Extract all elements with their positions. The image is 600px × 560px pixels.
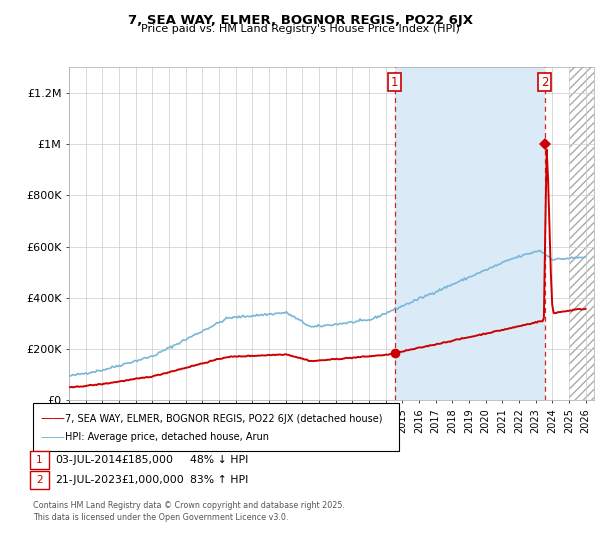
Text: £185,000: £185,000 bbox=[121, 455, 173, 465]
Text: 83% ↑ HPI: 83% ↑ HPI bbox=[190, 475, 248, 485]
Text: 1: 1 bbox=[36, 455, 43, 465]
Text: £1,000,000: £1,000,000 bbox=[121, 475, 184, 485]
Text: Contains HM Land Registry data © Crown copyright and database right 2025.
This d: Contains HM Land Registry data © Crown c… bbox=[33, 501, 345, 522]
Text: 48% ↓ HPI: 48% ↓ HPI bbox=[190, 455, 248, 465]
Text: 2: 2 bbox=[36, 475, 43, 485]
Bar bbox=[395, 67, 545, 400]
Text: 21-JUL-2023: 21-JUL-2023 bbox=[55, 475, 122, 485]
Text: 7, SEA WAY, ELMER, BOGNOR REGIS, PO22 6JX: 7, SEA WAY, ELMER, BOGNOR REGIS, PO22 6J… bbox=[128, 14, 473, 27]
Text: 03-JUL-2014: 03-JUL-2014 bbox=[55, 455, 122, 465]
Text: Price paid vs. HM Land Registry's House Price Index (HPI): Price paid vs. HM Land Registry's House … bbox=[140, 24, 460, 34]
Text: ——: —— bbox=[41, 431, 66, 444]
Text: 7, SEA WAY, ELMER, BOGNOR REGIS, PO22 6JX (detached house): 7, SEA WAY, ELMER, BOGNOR REGIS, PO22 6J… bbox=[65, 414, 382, 423]
Text: 2: 2 bbox=[541, 76, 548, 88]
Text: ——: —— bbox=[41, 412, 66, 425]
Text: HPI: Average price, detached house, Arun: HPI: Average price, detached house, Arun bbox=[65, 432, 269, 442]
Text: 1: 1 bbox=[391, 76, 398, 88]
Bar bbox=[569, 67, 600, 400]
